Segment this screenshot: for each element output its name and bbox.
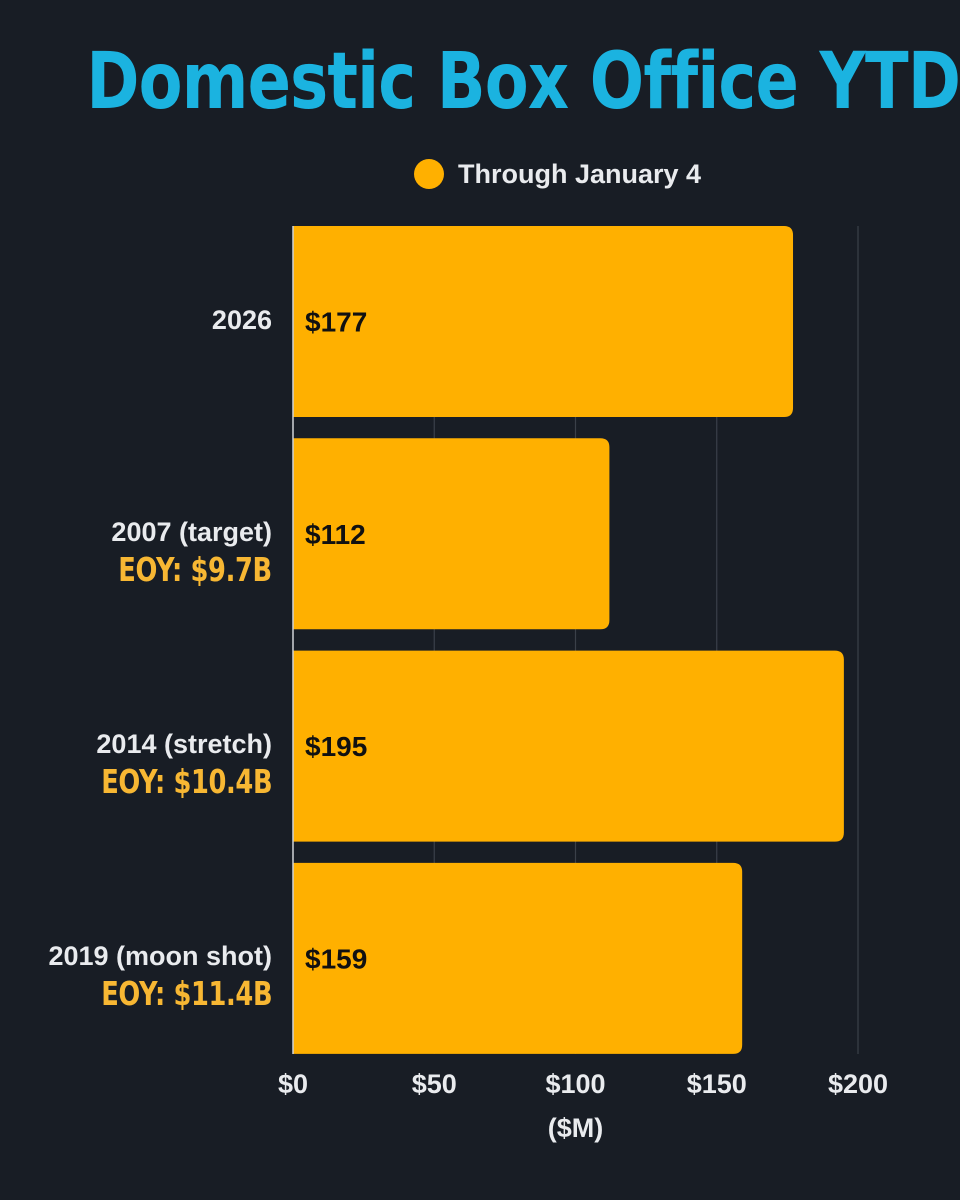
x-tick-label: $150 <box>687 1069 747 1099</box>
bar <box>293 438 610 630</box>
eoy-note: EOY: $11.4B <box>101 974 272 1013</box>
category-label-2014: 2014 (stretch) EOY: $10.4B <box>53 727 272 803</box>
category-name: 2026 <box>211 305 272 335</box>
bar-value-label: $195 <box>305 731 367 762</box>
legend-label: Through January 4 <box>458 158 702 189</box>
category-name: 2014 (stretch) <box>96 729 272 759</box>
category-label-2007: 2007 (target) EOY: $9.7B <box>75 515 272 591</box>
x-tick-label: $50 <box>412 1069 457 1099</box>
eoy-note: EOY: $9.7B <box>118 550 273 589</box>
bar <box>293 226 794 417</box>
bar <box>293 862 743 1054</box>
bar-value-label: $159 <box>305 943 367 974</box>
chart-title: Domestic Box Office YTD <box>86 37 960 127</box>
x-tick-label: $100 <box>545 1069 605 1099</box>
category-label-2019: 2019 (moon shot) EOY: $11.4B <box>48 939 272 1015</box>
category-name: 2019 (moon shot) <box>48 941 272 971</box>
bar-value-label: $177 <box>305 307 367 338</box>
legend: Through January 4 <box>414 154 701 194</box>
category-label-2026: 2026 <box>212 303 272 337</box>
x-tick-label: $0 <box>278 1069 308 1099</box>
category-name: 2007 (target) <box>111 517 272 547</box>
x-tick-label: $200 <box>828 1069 888 1099</box>
legend-swatch <box>414 159 444 189</box>
eoy-note: EOY: $10.4B <box>101 762 272 801</box>
bar-value-label: $112 <box>305 519 366 550</box>
x-axis-title: ($M) <box>548 1113 604 1143</box>
bar <box>293 650 844 842</box>
